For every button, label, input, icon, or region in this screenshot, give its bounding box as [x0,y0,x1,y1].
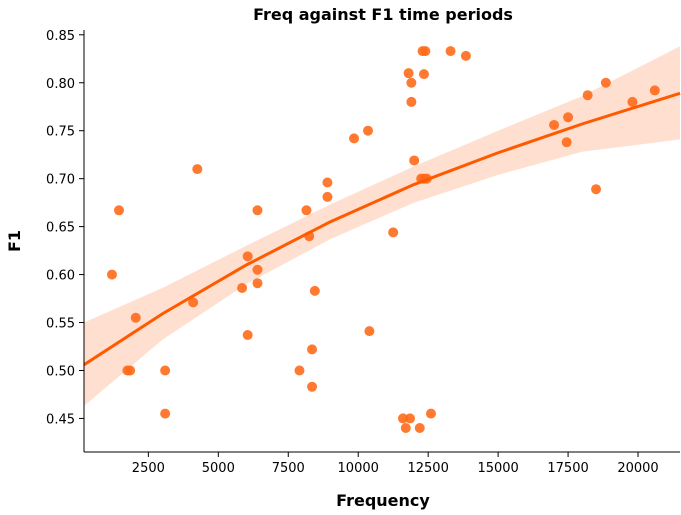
data-point [294,365,305,376]
confidence-band-layer [84,46,680,406]
y-tick-label: 0.60 [46,269,75,284]
data-point [237,283,248,293]
data-point [160,408,171,419]
data-point [307,344,318,355]
x-tick-label: 15000 [477,461,518,476]
y-tick-label: 0.50 [46,364,75,379]
data-point [445,46,456,57]
data-point [242,251,253,262]
y-tick-label: 0.75 [46,125,75,140]
data-point [404,413,415,424]
data-point [627,96,638,107]
data-point [252,264,263,275]
x-tick-label: 17500 [547,461,588,476]
confidence-band [84,46,680,406]
data-point [364,326,375,337]
data-point [322,177,333,188]
data-point [188,297,199,308]
x-axis-title: Frequency [336,491,430,510]
data-point [425,408,436,419]
data-point [397,413,408,424]
x-tick-label: 5000 [202,461,235,476]
data-point [563,112,574,123]
data-point [106,269,117,280]
y-tick-label: 0.80 [46,77,75,92]
data-point [160,365,171,376]
data-point [549,119,560,130]
data-points-layer [106,46,660,434]
data-point [125,365,136,376]
chart-title: Freq against F1 time periods [253,5,513,24]
x-tick-label: 7500 [272,461,305,476]
data-point [400,423,411,434]
x-ticks: 2500 5000 7500 10000 12500 15000 17500 20000 [132,452,659,476]
data-point [649,85,660,96]
y-tick-label: 0.55 [46,317,75,332]
y-ticks: 0.45 0.50 0.55 0.60 0.65 0.70 0.75 0.80 0.85 [46,29,84,427]
regression-line-layer [83,91,681,366]
x-tick-label: 2500 [132,461,165,476]
x-tick-label: 10000 [338,461,379,476]
data-point [113,205,124,216]
y-tick-label: 0.85 [46,29,75,44]
data-point [301,205,312,216]
data-point [409,155,420,166]
data-point [322,191,333,202]
data-point [388,227,399,238]
data-point [420,46,431,57]
data-point [403,68,414,79]
data-point [307,381,318,392]
data-point [363,125,374,136]
data-point [406,96,417,107]
regression-line [83,91,681,366]
data-point [582,90,593,101]
data-point [349,133,360,144]
y-tick-label: 0.70 [46,173,75,188]
data-point [130,312,141,323]
data-point [406,77,417,88]
data-point [460,50,471,61]
data-point [252,278,263,289]
data-point [418,69,429,80]
data-point [252,205,263,216]
data-point [242,329,253,340]
y-tick-label: 0.45 [46,412,75,427]
data-point [309,285,320,296]
data-point [192,164,203,175]
x-tick-label: 12500 [407,461,448,476]
y-axis-title: F1 [5,230,24,252]
y-tick-label: 0.65 [46,221,75,236]
x-tick-label: 20000 [617,461,658,476]
data-point [561,137,572,148]
data-point [591,184,602,195]
axes-layer [83,30,680,453]
data-point [600,77,611,88]
data-point [414,423,425,434]
